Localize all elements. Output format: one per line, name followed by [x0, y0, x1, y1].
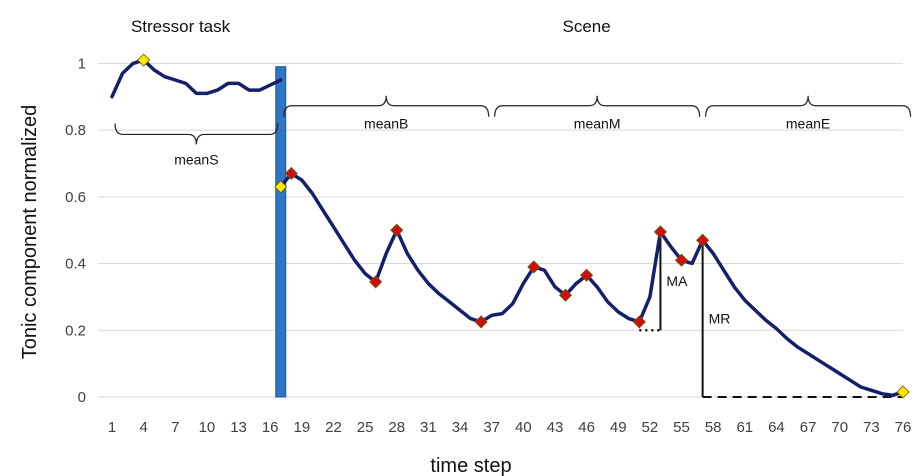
divider-bar: [275, 66, 287, 398]
x-tick-label: 64: [768, 419, 785, 436]
marker-red: [653, 225, 667, 239]
brace-meanM: [494, 95, 701, 117]
y-axis-title: Tonic component normalized: [19, 105, 41, 360]
section-label: Scene: [562, 17, 610, 36]
marker-red: [632, 315, 646, 329]
x-tick-label: 76: [895, 419, 912, 436]
brace-layer: meanS meanB meanM meanE: [114, 95, 912, 167]
divider-layer: [275, 66, 287, 398]
marker-layer: [137, 53, 910, 399]
x-tick-label: 37: [483, 419, 500, 436]
annotation-layer: MA MR: [639, 231, 903, 398]
y-tick-labels: 0 0.2 0.4 0.6 0.8 1: [65, 55, 86, 406]
section-label: Stressor task: [131, 17, 231, 36]
marker-red: [696, 233, 710, 247]
brace-meanS: [114, 123, 279, 145]
series-line-scene: [278, 171, 905, 398]
x-tick-label: 28: [388, 419, 405, 436]
x-tick-label: 34: [452, 419, 469, 436]
x-tick-label: 31: [420, 419, 437, 436]
y-tick-label: 0.2: [65, 322, 86, 339]
x-tick-label: 52: [642, 419, 659, 436]
marker-red: [369, 275, 383, 289]
x-tick-label: 61: [736, 419, 753, 436]
x-tick-label: 67: [800, 419, 817, 436]
marker-red: [474, 315, 488, 329]
x-tick-label: 10: [199, 419, 216, 436]
x-tick-label: 40: [515, 419, 532, 436]
x-tick-label: 13: [230, 419, 247, 436]
y-tick-label: 0: [78, 389, 86, 406]
x-axis-title: time step: [430, 455, 511, 476]
x-tick-label: 4: [139, 419, 147, 436]
x-tick-label: 22: [325, 419, 342, 436]
x-tick-label: 43: [547, 419, 564, 436]
x-tick-label: 55: [673, 419, 690, 436]
y-tick-label: 0.6: [65, 189, 86, 206]
brace-label: meanB: [364, 116, 408, 132]
x-tick-label: 25: [357, 419, 374, 436]
marker-yellow: [896, 385, 910, 399]
x-tick-label: 1: [108, 419, 116, 436]
marker-yellow: [274, 180, 288, 194]
y-tick-label: 1: [78, 55, 86, 72]
annotation-label: MR: [709, 311, 731, 327]
annotation-label: MA: [666, 273, 688, 289]
x-tick-label: 49: [610, 419, 627, 436]
y-tick-label: 0.8: [65, 122, 86, 139]
x-tick-label: 58: [705, 419, 722, 436]
marker-red: [674, 253, 689, 267]
x-tick-label: 46: [578, 419, 595, 436]
marker-red: [527, 260, 541, 274]
x-tick-label: 70: [831, 419, 848, 436]
marker-red: [390, 223, 404, 237]
x-tick-label: 16: [262, 419, 279, 436]
brace-label: meanM: [574, 116, 621, 132]
brace-meanE: [705, 95, 912, 117]
series-layer: [110, 58, 905, 398]
brace-label: meanE: [786, 116, 830, 132]
marker-red: [558, 288, 573, 302]
y-tick-label: 0.4: [65, 256, 86, 273]
brace-label: meanS: [174, 151, 218, 167]
x-tick-labels: 1 4 7 10 13 16 19 22 25 28 31 34 37 40 43 46 49 52 55 58 61 6…: [108, 419, 912, 436]
brace-meanB: [283, 95, 490, 117]
marker-yellow: [137, 53, 151, 67]
x-tick-label: 73: [863, 419, 880, 436]
x-tick-label: 7: [171, 419, 179, 436]
grid-lines: [98, 62, 903, 398]
marker-red: [580, 268, 594, 282]
x-tick-label: 19: [293, 419, 310, 436]
series-line-stressor: [110, 58, 283, 99]
marker-red: [284, 166, 298, 181]
section-labels: Stressor task Scene: [131, 17, 611, 36]
